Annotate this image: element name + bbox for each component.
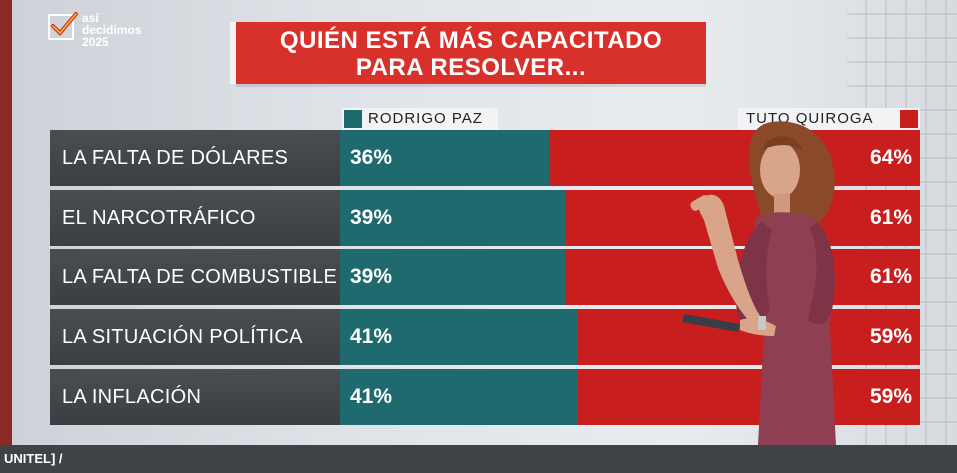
- bar-rodrigo-paz: [340, 309, 578, 365]
- value-label-rodrigo-paz: 39%: [350, 206, 393, 229]
- checkbox-icon: [48, 12, 78, 40]
- bar-tuto-quiroga: [566, 190, 920, 246]
- logo-text: así decidimos 2025: [82, 12, 141, 48]
- presenter-figure: [682, 121, 836, 445]
- value-label-rodrigo-paz: 39%: [350, 265, 393, 288]
- caption-text: UNITEL] /: [4, 451, 63, 466]
- chart-title: QUIÉN ESTÁ MÁS CAPACITADO PARA RESOLVER.…: [236, 22, 706, 84]
- value-label-tuto-quiroga: 61%: [869, 206, 912, 229]
- legend-rodrigo-paz: RODRIGO PAZ: [342, 108, 498, 130]
- bar-tuto-quiroga: [548, 130, 920, 186]
- left-edge: [0, 0, 12, 445]
- bar-rodrigo-paz: [340, 190, 567, 246]
- logo-line2: decidimos: [82, 23, 142, 37]
- chart-title-line2: PARA RESOLVER...: [355, 54, 587, 81]
- caption-bar: UNITEL] /: [0, 445, 957, 473]
- value-label-rodrigo-paz: 41%: [350, 325, 393, 348]
- category-label: LA INFLACIÓN: [50, 369, 340, 425]
- category-label: LA SITUACIÓN POLÍTICA: [50, 309, 340, 365]
- value-label-tuto-quiroga: 61%: [869, 265, 912, 288]
- bar-rodrigo-paz: [340, 249, 567, 305]
- legend-swatch-tuto-quiroga: [900, 110, 918, 128]
- legend-swatch-rodrigo-paz: [344, 110, 362, 128]
- value-label-tuto-quiroga: 59%: [869, 325, 912, 348]
- category-label: LA FALTA DE COMBUSTIBLE: [50, 249, 340, 305]
- bar-tuto-quiroga: [577, 369, 920, 425]
- value-label-rodrigo-paz: 36%: [350, 146, 393, 169]
- value-label-rodrigo-paz: 41%: [350, 385, 393, 408]
- bar-rodrigo-paz: [340, 130, 549, 186]
- bar-row: EL NARCOTRÁFICO 39% 61%: [50, 190, 920, 246]
- bar-row: LA INFLACIÓN 41% 59%: [50, 369, 920, 425]
- category-label: LA FALTA DE DÓLARES: [50, 130, 340, 186]
- legend-label-rodrigo-paz: RODRIGO PAZ: [368, 110, 483, 127]
- bar-row: LA SITUACIÓN POLÍTICA 41% 59%: [50, 309, 920, 365]
- category-label: EL NARCOTRÁFICO: [50, 190, 340, 246]
- bar-row: LA FALTA DE DÓLARES 36% 64%: [50, 130, 920, 186]
- bar-rodrigo-paz: [340, 369, 578, 425]
- logo-line1: así: [82, 11, 99, 25]
- value-label-tuto-quiroga: 59%: [869, 385, 912, 408]
- legend-tuto-quiroga: TUTO QUIROGA: [738, 108, 920, 130]
- logo-line3: 2025: [82, 35, 109, 49]
- bar-row: LA FALTA DE COMBUSTIBLE 39% 61%: [50, 249, 920, 305]
- value-label-tuto-quiroga: 64%: [869, 146, 912, 169]
- chart-title-line1: QUIÉN ESTÁ MÁS CAPACITADO: [279, 27, 663, 54]
- show-logo: así decidimos 2025: [48, 12, 168, 52]
